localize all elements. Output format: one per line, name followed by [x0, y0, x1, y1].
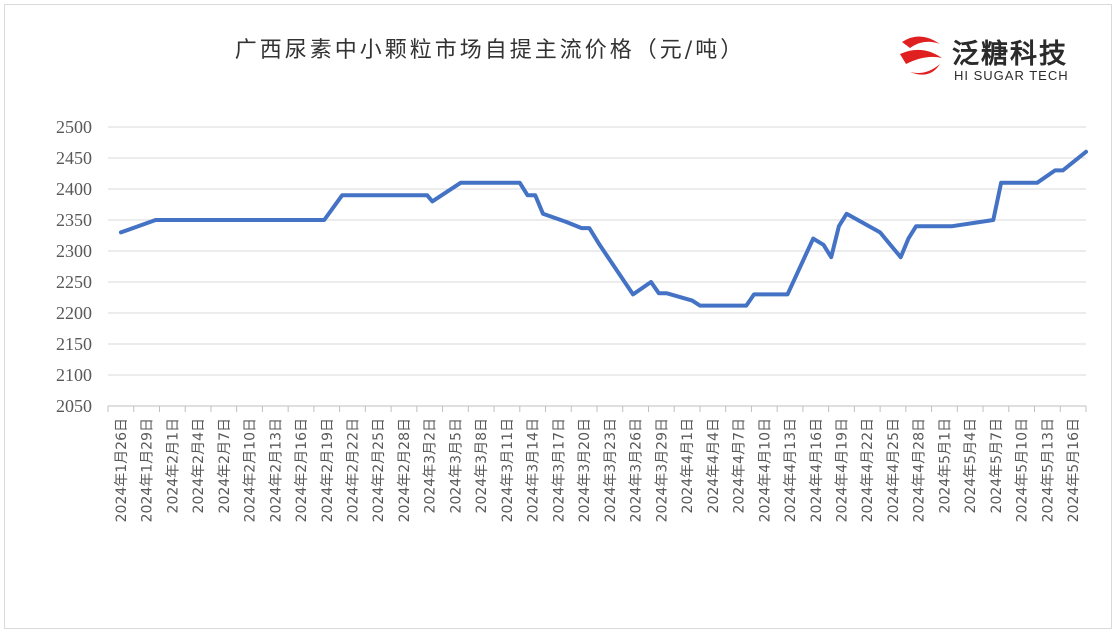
y-tick-label: 2300: [56, 241, 92, 261]
y-tick-label: 2100: [56, 365, 92, 385]
y-axis-ticks: 2500 2450 2400 2350 2300 2250 2200 2150 2100 2050: [56, 117, 92, 416]
x-tick-label: 2024年4月4日: [706, 418, 722, 513]
chart-frame: [4, 4, 1112, 629]
x-tick-label: 2024年4月1日: [680, 418, 696, 513]
x-tick-label: 2024年3月8日: [474, 418, 490, 513]
x-tick-label: 2024年3月26日: [629, 418, 645, 522]
x-tick-label: 2024年5月4日: [963, 418, 979, 513]
x-tick-label: 2024年4月25日: [886, 418, 902, 522]
x-tick-label: 2024年4月19日: [835, 418, 851, 522]
x-tick-label: 2024年5月16日: [1066, 418, 1082, 522]
x-tick-label: 2024年4月13日: [783, 418, 799, 522]
y-tick-label: 2500: [56, 117, 92, 137]
x-tick-label: 2024年1月29日: [140, 418, 156, 522]
x-tick-label: 2024年2月22日: [346, 418, 362, 522]
x-tick-label: 2024年5月1日: [937, 418, 953, 513]
x-tick-label: 2024年2月19日: [320, 418, 336, 522]
x-tick-label: 2024年3月23日: [603, 418, 619, 522]
x-tick-label: 2024年4月16日: [809, 418, 825, 522]
x-tick-label: 2024年4月7日: [732, 418, 748, 513]
series-group: [118, 149, 1088, 308]
x-tick-label: 2024年3月14日: [526, 418, 542, 522]
y-tick-label: 2200: [56, 303, 92, 323]
y-tick-label: 2450: [56, 148, 92, 168]
x-tick-label: 2024年4月28日: [912, 418, 928, 522]
x-tick-label: 2024年3月11日: [500, 418, 516, 522]
x-axis: [107, 405, 1087, 412]
series-line: [118, 149, 1088, 308]
x-tick-label: 2024年2月1日: [165, 418, 181, 513]
x-tick-label: 2024年2月10日: [243, 418, 259, 522]
brand-name-cn: 泛糖科技: [952, 39, 1068, 70]
y-tick-label: 2400: [56, 179, 92, 199]
x-tick-label: 2024年2月16日: [294, 418, 310, 522]
red-swirl-logo-icon: [900, 36, 942, 75]
x-tick-label: 2024年4月10日: [757, 418, 773, 522]
x-tick-label: 2024年4月22日: [860, 418, 876, 522]
x-tick-label: 2024年5月10日: [1015, 418, 1031, 522]
x-tick-label: 2024年3月29日: [654, 418, 670, 522]
x-tick-label: 2024年3月5日: [448, 418, 464, 513]
y-tick-label: 2250: [56, 272, 92, 292]
y-tick-label: 2050: [56, 396, 92, 416]
x-tick-label: 2024年2月25日: [371, 418, 387, 522]
y-tick-label: 2150: [56, 334, 92, 354]
grid-lines: [108, 126, 1086, 376]
y-tick-label: 2350: [56, 210, 92, 230]
x-tick-label: 2024年3月17日: [551, 418, 567, 522]
brand-block: 泛糖科技 HI SUGAR TECH: [896, 30, 1096, 86]
x-tick-label: 2024年2月13日: [268, 418, 284, 522]
brand-name-en: HI SUGAR TECH: [954, 68, 1069, 83]
x-tick-label: 2024年5月13日: [1040, 418, 1056, 522]
x-axis-ticks: 2024年1月26日 2024年1月29日 2024年2月1日 2024年2月4日 20…: [114, 418, 1082, 522]
x-tick-label: 2024年3月2日: [423, 418, 439, 513]
x-tick-label: 2024年2月4日: [191, 418, 207, 513]
x-tick-label: 2024年2月7日: [217, 418, 233, 513]
x-tick-label: 2024年2月28日: [397, 418, 413, 522]
x-tick-label: 2024年5月7日: [989, 418, 1005, 513]
x-tick-label: 2024年1月26日: [114, 418, 130, 522]
chart-title: 广西尿素中小颗粒市场自提主流价格（元/吨）: [234, 38, 746, 63]
x-tick-label: 2024年3月20日: [577, 418, 593, 522]
